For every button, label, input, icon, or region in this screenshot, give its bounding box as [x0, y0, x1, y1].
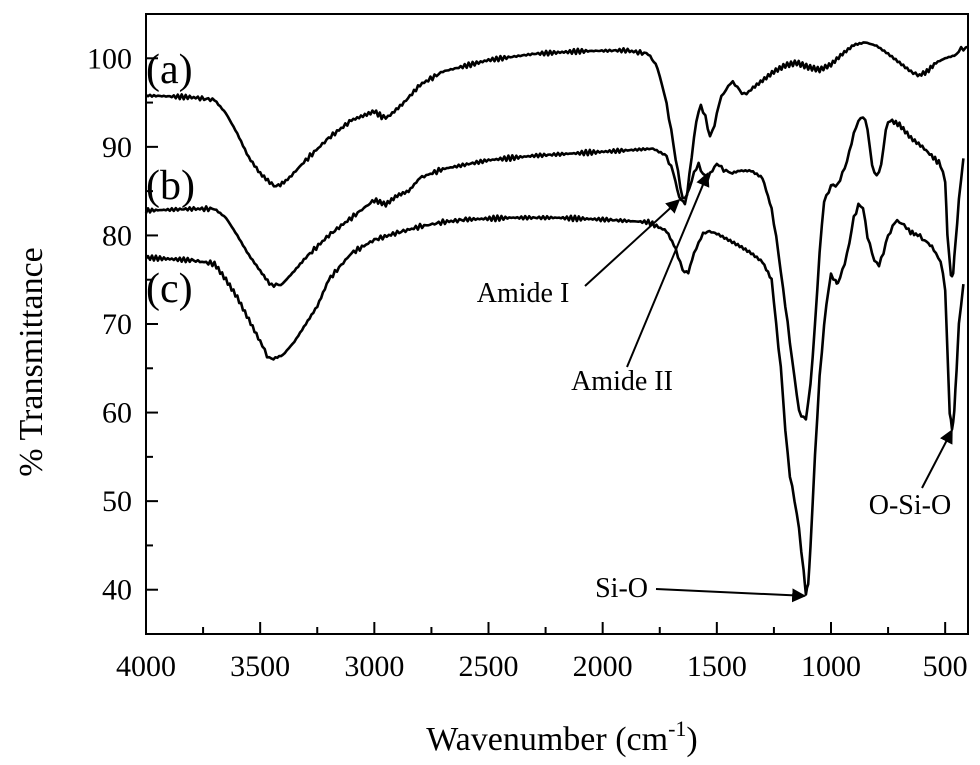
- annotation-arrow-amide-2: [626, 172, 710, 368]
- series-tag: (c): [146, 266, 193, 312]
- series-tag: (a): [146, 47, 193, 93]
- series-line-1: [145, 41, 969, 200]
- x-tick-label: 1500: [687, 650, 747, 683]
- x-tick-label: 3500: [230, 650, 290, 683]
- x-tick-label: 2000: [573, 650, 633, 683]
- series-line-3: [144, 202, 965, 596]
- annotation-label-si-o: Si-O: [595, 573, 648, 604]
- x-tick-label: 1000: [801, 650, 861, 683]
- y-tick-label: 70: [102, 308, 132, 341]
- y-tick-label: 50: [102, 485, 132, 518]
- annotation-arrow-si-o: [655, 588, 807, 603]
- x-axis-title-main: Wavenumber (cm: [426, 721, 668, 758]
- annotation-label-amide-2: Amide II: [571, 366, 673, 397]
- annotation-label-amide-1: Amide I: [477, 278, 570, 309]
- svg-text:% Transmittance: % Transmittance: [13, 247, 50, 476]
- x-axis-title-close: ): [686, 721, 697, 758]
- x-tick-label: 4000: [116, 650, 176, 683]
- y-tick-label: 40: [102, 574, 132, 607]
- series-group: [144, 41, 969, 596]
- y-tick-label: 60: [102, 397, 132, 430]
- annotation-arrow-o-si-o: [921, 429, 953, 489]
- x-axis-title: Wavenumber (cm-1): [426, 716, 697, 758]
- annotation-label-o-si-o: O-Si-O: [869, 490, 951, 521]
- x-tick-label: 500: [923, 650, 968, 683]
- y-tick-label: 100: [87, 42, 132, 75]
- annotation-arrow-amide-1: [584, 199, 681, 287]
- y-axis-title: % Transmittance: [13, 247, 50, 476]
- x-axis-title-sup: -1: [668, 716, 686, 741]
- series-tags: (a) (b) (c): [146, 47, 195, 312]
- x-tick-label: 3000: [344, 650, 404, 683]
- series-tag: (b): [146, 163, 195, 209]
- axis-ticks: 4000 3500 3000 2500 2000 1500 1000 500 40 50 60 70 8…: [87, 42, 968, 683]
- plot-frame: [145, 13, 969, 635]
- y-tick-label: 80: [102, 219, 132, 252]
- y-tick-label: 90: [102, 131, 132, 164]
- series-line-2: [144, 116, 965, 421]
- x-tick-label: 2500: [459, 650, 519, 683]
- annotations: Amide I Amide II Si-O O-Si-O: [477, 172, 953, 604]
